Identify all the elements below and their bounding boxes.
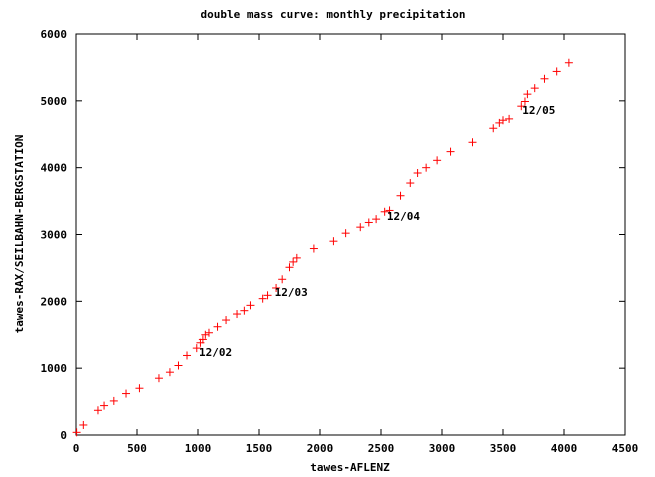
y-tick-label: 0 bbox=[60, 429, 67, 442]
data-point bbox=[422, 163, 431, 172]
data-point bbox=[517, 102, 526, 111]
y-tick-label: 3000 bbox=[41, 229, 68, 242]
data-point bbox=[79, 420, 88, 429]
data-point bbox=[154, 374, 163, 383]
annotation-label: 12/05 bbox=[522, 104, 555, 117]
x-tick-label: 2500 bbox=[368, 442, 395, 455]
x-axis-label: tawes-AFLENZ bbox=[310, 461, 390, 474]
data-point bbox=[540, 74, 549, 83]
data-point bbox=[341, 229, 350, 238]
annotation-label: 12/02 bbox=[199, 346, 232, 359]
data-point bbox=[204, 328, 213, 337]
x-tick-label: 3000 bbox=[429, 442, 456, 455]
data-point bbox=[309, 244, 318, 253]
y-tick-label: 2000 bbox=[41, 295, 68, 308]
annotation-label: 12/03 bbox=[275, 286, 308, 299]
data-point bbox=[446, 147, 455, 156]
data-point bbox=[552, 67, 561, 76]
data-point bbox=[380, 207, 389, 216]
chart-title: double mass curve: monthly precipitation bbox=[201, 8, 466, 21]
annotation-label: 12/04 bbox=[387, 210, 420, 223]
x-tick-label: 500 bbox=[127, 442, 147, 455]
axis-ticks bbox=[75, 33, 626, 436]
data-point bbox=[233, 310, 242, 319]
data-point bbox=[258, 294, 267, 303]
data-point bbox=[198, 335, 207, 344]
data-point bbox=[222, 316, 231, 325]
x-tick-label: 1000 bbox=[185, 442, 212, 455]
x-tick-label: 4500 bbox=[612, 442, 639, 455]
data-point bbox=[364, 218, 373, 227]
data-point bbox=[201, 330, 210, 339]
data-point bbox=[406, 179, 415, 188]
data-point bbox=[192, 344, 201, 353]
data-point bbox=[72, 428, 81, 437]
data-point bbox=[372, 215, 381, 224]
data-point bbox=[278, 275, 287, 284]
data-point bbox=[505, 114, 514, 123]
data-point bbox=[240, 306, 249, 315]
data-point bbox=[468, 138, 477, 147]
data-point bbox=[499, 116, 507, 125]
data-point bbox=[564, 58, 573, 67]
plot-frame bbox=[75, 33, 626, 436]
data-point bbox=[165, 368, 174, 377]
x-tick-label: 2000 bbox=[307, 442, 334, 455]
data-point bbox=[329, 237, 338, 246]
y-axis-label: tawes-RAX/SEILBAHN-BERGSTATION bbox=[13, 135, 26, 334]
data-point bbox=[100, 401, 109, 410]
data-point bbox=[520, 97, 529, 106]
data-point bbox=[122, 389, 131, 398]
data-point bbox=[413, 169, 422, 178]
x-tick-labels: 0 500 1000 1500 2000 2500 3000 3500 4000 4500 bbox=[73, 442, 639, 455]
data-point bbox=[93, 406, 102, 415]
data-point bbox=[263, 291, 272, 300]
data-point bbox=[489, 124, 498, 133]
data-point bbox=[289, 257, 298, 266]
data-point bbox=[285, 263, 294, 272]
y-tick-label: 6000 bbox=[41, 28, 68, 41]
y-tick-label: 1000 bbox=[41, 362, 68, 375]
data-point bbox=[523, 90, 532, 99]
data-point bbox=[433, 156, 442, 165]
y-tick-label: 5000 bbox=[41, 95, 68, 108]
data-point bbox=[183, 351, 192, 360]
x-tick-label: 1500 bbox=[246, 442, 273, 455]
x-tick-label: 0 bbox=[73, 442, 80, 455]
data-point bbox=[272, 283, 281, 292]
data-point bbox=[135, 384, 144, 393]
y-tick-label: 4000 bbox=[41, 162, 68, 175]
data-point bbox=[109, 396, 118, 405]
y-tick-labels: 0 1000 2000 3000 4000 5000 6000 bbox=[41, 28, 68, 442]
x-tick-label: 4000 bbox=[551, 442, 578, 455]
data-point bbox=[292, 253, 301, 262]
data-point bbox=[385, 206, 394, 215]
annotations: 12/02 12/03 12/04 12/05 bbox=[199, 104, 555, 359]
data-points bbox=[72, 58, 573, 437]
data-point bbox=[174, 361, 183, 370]
data-point bbox=[356, 223, 365, 232]
data-point bbox=[213, 322, 222, 331]
data-point bbox=[396, 191, 405, 200]
data-point bbox=[246, 301, 255, 310]
data-point bbox=[530, 84, 539, 93]
x-tick-label: 3500 bbox=[490, 442, 517, 455]
